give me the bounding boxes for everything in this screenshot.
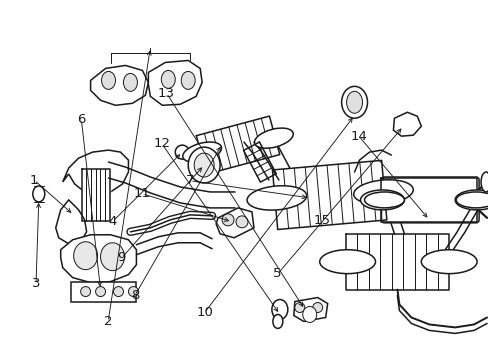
Ellipse shape <box>341 86 367 118</box>
Ellipse shape <box>123 73 137 91</box>
Ellipse shape <box>194 153 214 177</box>
Polygon shape <box>148 60 202 105</box>
Ellipse shape <box>113 287 123 297</box>
Polygon shape <box>56 200 86 244</box>
Polygon shape <box>293 298 327 321</box>
Text: 14: 14 <box>350 130 366 143</box>
Polygon shape <box>90 66 148 105</box>
Ellipse shape <box>346 91 362 113</box>
Polygon shape <box>71 282 136 302</box>
Ellipse shape <box>454 190 488 210</box>
Text: 7: 7 <box>185 174 194 187</box>
Ellipse shape <box>222 214 234 226</box>
Ellipse shape <box>272 315 282 328</box>
Polygon shape <box>81 169 109 221</box>
Text: 11: 11 <box>133 187 150 200</box>
Text: 6: 6 <box>77 113 85 126</box>
Ellipse shape <box>161 71 175 88</box>
Ellipse shape <box>128 287 138 297</box>
Polygon shape <box>381 178 476 222</box>
Ellipse shape <box>364 192 404 208</box>
Ellipse shape <box>175 145 189 159</box>
Ellipse shape <box>236 216 247 228</box>
Ellipse shape <box>360 190 404 210</box>
Ellipse shape <box>188 147 220 183</box>
Polygon shape <box>345 234 448 289</box>
Ellipse shape <box>271 300 287 319</box>
Text: 1: 1 <box>30 174 38 186</box>
Polygon shape <box>393 112 421 136</box>
Text: 15: 15 <box>313 215 330 228</box>
Ellipse shape <box>312 302 322 312</box>
Ellipse shape <box>95 287 105 297</box>
Ellipse shape <box>254 128 293 148</box>
Ellipse shape <box>302 306 316 323</box>
Ellipse shape <box>455 192 488 208</box>
Text: 4: 4 <box>108 215 117 228</box>
Ellipse shape <box>183 142 221 162</box>
Ellipse shape <box>353 180 412 204</box>
Ellipse shape <box>480 172 488 192</box>
FancyBboxPatch shape <box>381 177 478 223</box>
Text: 8: 8 <box>130 289 139 302</box>
Polygon shape <box>196 116 279 174</box>
Text: 3: 3 <box>32 278 40 291</box>
Text: 5: 5 <box>273 267 281 280</box>
Ellipse shape <box>246 186 306 210</box>
Ellipse shape <box>294 302 304 312</box>
Polygon shape <box>61 235 136 283</box>
Polygon shape <box>62 150 128 196</box>
Text: 9: 9 <box>117 251 126 264</box>
Text: 13: 13 <box>158 87 175 100</box>
Text: 2: 2 <box>103 315 112 328</box>
Ellipse shape <box>102 71 115 89</box>
Ellipse shape <box>181 71 195 89</box>
Polygon shape <box>272 161 386 229</box>
Ellipse shape <box>74 242 98 270</box>
Text: 12: 12 <box>153 137 170 150</box>
Ellipse shape <box>319 250 375 274</box>
Ellipse shape <box>101 243 124 271</box>
Polygon shape <box>216 208 253 238</box>
Ellipse shape <box>33 186 45 202</box>
Polygon shape <box>243 142 276 182</box>
Ellipse shape <box>81 287 90 297</box>
Text: 10: 10 <box>196 306 213 319</box>
Ellipse shape <box>421 250 476 274</box>
